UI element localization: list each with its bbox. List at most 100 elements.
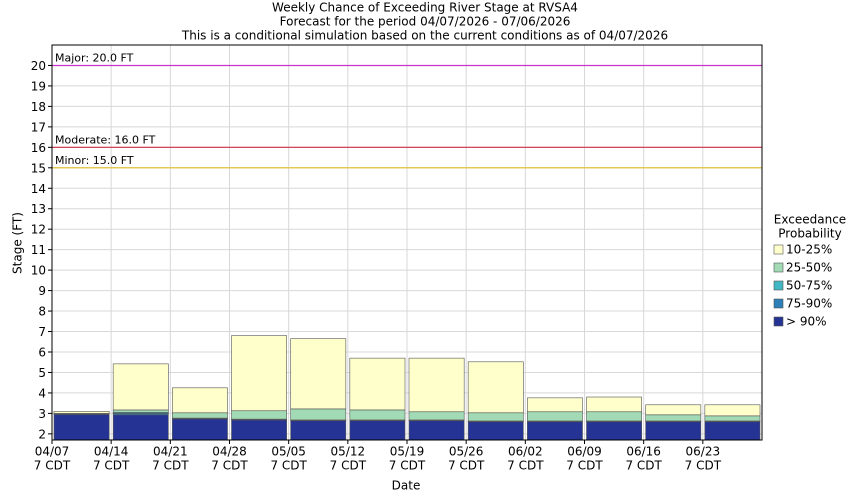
bar-segment [231, 419, 287, 441]
bar-segment [231, 335, 287, 412]
x-tick-label: 7 CDT [389, 459, 426, 473]
x-tick-label: 04/21 [153, 445, 188, 459]
x-tick-label: 7 CDT [625, 459, 662, 473]
x-tick-label: 7 CDT [330, 459, 367, 473]
threshold-label: Minor: 15.0 FT [55, 154, 134, 167]
bar-segment [586, 421, 642, 441]
bar-segment [349, 420, 406, 441]
bar-segment [527, 397, 583, 413]
x-tick-label: 06/23 [686, 445, 721, 459]
bar-segment [112, 414, 169, 441]
bar-segment [349, 409, 406, 421]
legend-swatch [773, 244, 784, 255]
bar-segment [645, 414, 702, 422]
x-tick-label: 7 CDT [270, 459, 307, 473]
bar-segment [527, 411, 583, 422]
bar-segment [645, 404, 702, 416]
bar-segment [645, 421, 702, 441]
bar-segment [53, 411, 110, 414]
y-axis-label: Stage (FT) [11, 212, 25, 274]
bar-segment [53, 414, 110, 441]
bar-segment [290, 338, 347, 410]
legend-title: Exceedance [774, 213, 846, 227]
bar-segment [586, 396, 642, 413]
legend-label: 25-50% [786, 261, 832, 275]
x-tick-label: 7 CDT [211, 459, 248, 473]
legend-label: 75-90% [786, 297, 832, 311]
chart-title: Weekly Chance of Exceeding River Stage a… [272, 1, 578, 15]
y-tick-label: 12 [31, 223, 46, 237]
bar-segment [586, 411, 642, 422]
y-tick-label: 15 [31, 161, 46, 175]
x-tick-label: 05/05 [271, 445, 306, 459]
y-tick-label: 5 [38, 366, 46, 380]
threshold-label: Major: 20.0 FT [55, 51, 134, 64]
x-tick-label: 06/09 [567, 445, 602, 459]
chart-subtitle: This is a conditional simulation based o… [181, 29, 668, 43]
bar-segment [408, 420, 465, 441]
legend-label: 10-25% [786, 243, 832, 257]
bar-segment [172, 418, 228, 441]
bar-segment [290, 420, 347, 441]
bar-segment [704, 404, 761, 417]
x-tick-label: 7 CDT [93, 459, 130, 473]
bar-segment [704, 421, 761, 441]
bar-segment [172, 412, 228, 419]
x-tick-label: 05/26 [449, 445, 484, 459]
x-tick-label: 04/14 [94, 445, 129, 459]
bar-segment [231, 410, 287, 420]
legend-swatch [773, 298, 784, 309]
x-tick-label: 7 CDT [685, 459, 722, 473]
bar-segment [467, 412, 524, 422]
legend-swatch [773, 280, 784, 291]
legend-label: > 90% [786, 315, 827, 329]
y-tick-label: 18 [31, 100, 46, 114]
x-tick-label: 05/19 [390, 445, 425, 459]
legend-label: 50-75% [786, 279, 832, 293]
x-tick-label: 7 CDT [152, 459, 189, 473]
bar-segment [112, 409, 169, 413]
y-tick-label: 14 [31, 182, 46, 196]
y-tick-label: 19 [31, 79, 46, 93]
x-tick-label: 7 CDT [566, 459, 603, 473]
chart-subtitle: Forecast for the period 04/07/2026 - 07/… [280, 15, 571, 29]
y-tick-label: 20 [31, 59, 46, 73]
x-tick-label: 06/02 [508, 445, 543, 459]
bar-segment [527, 421, 583, 441]
threshold-label: Moderate: 16.0 FT [55, 133, 156, 146]
x-tick-label: 06/16 [626, 445, 661, 459]
x-tick-label: 7 CDT [448, 459, 485, 473]
plot-frame [51, 44, 763, 441]
y-tick-label: 3 [38, 407, 46, 421]
bar-segment [467, 361, 524, 414]
y-tick-label: 13 [31, 202, 46, 216]
bar-segment [349, 357, 406, 411]
y-tick-label: 7 [38, 325, 46, 339]
legend-title: Probability [778, 227, 841, 241]
legend-swatch [773, 316, 784, 327]
y-tick-label: 10 [31, 264, 46, 278]
y-tick-label: 6 [38, 345, 46, 359]
x-tick-label: 7 CDT [34, 459, 71, 473]
bar-segment [704, 415, 761, 422]
y-tick-label: 8 [38, 305, 46, 319]
bar-segment [467, 421, 524, 441]
bar-segment [408, 411, 465, 421]
bar-segment [290, 408, 347, 421]
bar-segment [112, 363, 169, 411]
bar-segment [172, 387, 228, 414]
x-tick-label: 04/07 [35, 445, 70, 459]
x-tick-label: 7 CDT [507, 459, 544, 473]
y-tick-label: 2 [38, 427, 46, 441]
x-tick-label: 05/12 [331, 445, 366, 459]
y-tick-label: 4 [38, 386, 46, 400]
y-tick-label: 9 [38, 284, 46, 298]
x-axis-label: Date [392, 479, 421, 493]
y-tick-label: 11 [31, 243, 46, 257]
y-tick-label: 17 [31, 120, 46, 134]
legend-swatch [773, 262, 784, 273]
x-tick-label: 04/28 [212, 445, 247, 459]
bar-segment [408, 357, 465, 413]
y-tick-label: 16 [31, 141, 46, 155]
